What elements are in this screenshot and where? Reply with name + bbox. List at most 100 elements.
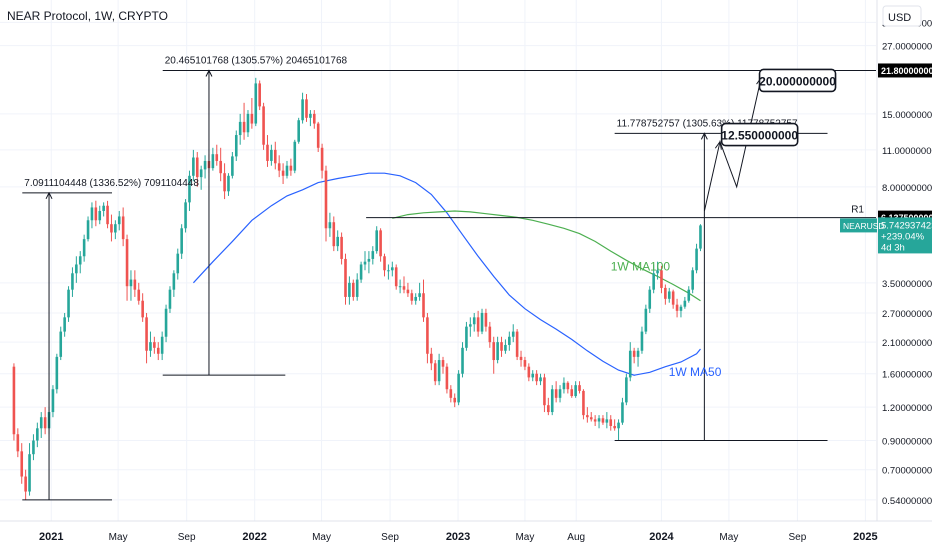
candle-body: [82, 239, 86, 257]
candle-body: [410, 293, 414, 301]
candle-body: [402, 286, 406, 290]
candle-body: [188, 175, 191, 203]
y-tick-label: 2.700000000: [882, 309, 932, 320]
x-tick-label: 2021: [39, 531, 63, 543]
candle-body: [492, 342, 496, 361]
y-tick-label: 0.900000000: [882, 437, 932, 448]
candle-body: [297, 120, 300, 142]
candle-body: [67, 289, 70, 318]
candle-body: [270, 149, 273, 161]
price-axis[interactable]: 33.000000027.00000000015.00000000011.000…: [882, 18, 932, 506]
candle-body: [667, 291, 671, 299]
y-tick-label: 0.540000000: [882, 496, 932, 507]
candle-body: [640, 331, 644, 351]
candle-body: [215, 154, 219, 161]
candle-body: [558, 389, 562, 398]
time-axis[interactable]: 2021 May Sep 2022 May Sep 2023 May Aug 2024 May Sep…: [39, 531, 878, 543]
candle-body: [625, 377, 628, 403]
candle-body: [441, 360, 445, 367]
candle-body: [16, 434, 20, 452]
candle-body: [687, 289, 691, 301]
candle-body: [55, 356, 59, 390]
candle-body: [433, 363, 437, 382]
candle-body: [488, 326, 492, 343]
candle-body: [652, 273, 655, 290]
candle-body: [664, 287, 667, 299]
candle-body: [309, 113, 312, 118]
candle-body: [578, 385, 581, 391]
projection-arrowhead: [714, 140, 722, 150]
candle-body: [114, 224, 117, 233]
measure-label: 11.778752757 (1305.63%) 11778752757: [617, 118, 798, 129]
x-tick-label: 2023: [446, 531, 470, 543]
candle-body: [110, 224, 113, 233]
x-tick-label: Sep: [381, 532, 399, 543]
candle-body: [582, 390, 585, 416]
candle-body: [391, 267, 394, 271]
candle-body: [51, 389, 55, 413]
candle-body: [20, 451, 24, 477]
candle-body: [523, 360, 527, 367]
candle-body: [414, 296, 418, 301]
candle-body: [246, 113, 250, 133]
y-tick-label: 15.000000000: [882, 110, 932, 121]
candle-body: [351, 282, 355, 297]
candle-body: [125, 239, 129, 287]
candle-body: [192, 157, 195, 176]
candle-body: [86, 220, 90, 240]
level-label: R1: [851, 205, 864, 216]
ma-label: 1W MA100: [611, 259, 671, 273]
candle-body: [430, 353, 433, 364]
x-tick-label: 2025: [853, 531, 877, 543]
measure-arrowhead: [205, 69, 213, 77]
price-tags: 21.8000000006.1375000005.742937423+239.0…: [840, 63, 932, 254]
candle-body: [605, 419, 609, 423]
candle-body: [164, 308, 168, 337]
candle-body: [554, 389, 558, 398]
candle-body: [285, 165, 289, 176]
candle-body: [574, 385, 577, 397]
candle-body: [422, 293, 425, 318]
x-tick-label: May: [312, 532, 331, 543]
current-price-label: 5.742937423: [881, 220, 932, 231]
target-box: [758, 68, 837, 93]
candle-body: [133, 279, 137, 290]
candle-body: [613, 425, 616, 429]
candle-body: [593, 419, 597, 422]
candle-body: [597, 418, 601, 422]
candle-body: [340, 236, 343, 259]
candle-body: [195, 157, 199, 178]
candle-body: [675, 304, 679, 311]
candle-body: [281, 170, 285, 176]
candle-body: [437, 360, 441, 382]
y-tick-label: 1.200000000: [882, 403, 932, 414]
candle-body: [617, 422, 620, 429]
candle-body: [547, 405, 550, 413]
candle-body: [94, 207, 98, 221]
candle-body: [71, 273, 74, 290]
candle-body: [36, 428, 39, 441]
candle-body: [324, 170, 328, 229]
candle-body: [293, 141, 297, 171]
candle-body: [328, 222, 332, 229]
candle-body: [355, 279, 359, 297]
candle-body: [106, 205, 109, 225]
candle-body: [262, 106, 265, 145]
measure-label: 7.0911104448 (1336.52%) 7091104448: [24, 178, 199, 189]
y-tick-label: 2.100000000: [882, 338, 932, 349]
annotations[interactable]: R1 7.0911104448 (1336.52%) 7091104448 20.4…: [22, 55, 876, 501]
candle-body: [98, 210, 102, 221]
candle-body: [628, 350, 632, 378]
candle-body: [145, 317, 148, 351]
candle-body: [535, 373, 538, 382]
candle-body: [472, 317, 476, 325]
candle-body: [160, 336, 164, 354]
currency-button[interactable]: USD: [882, 5, 922, 27]
current-price-box: [878, 217, 932, 254]
candle-body: [695, 248, 698, 271]
candle-body: [301, 99, 304, 121]
candle-body: [172, 273, 176, 290]
candle-body: [90, 207, 94, 221]
candle-body: [699, 225, 702, 249]
